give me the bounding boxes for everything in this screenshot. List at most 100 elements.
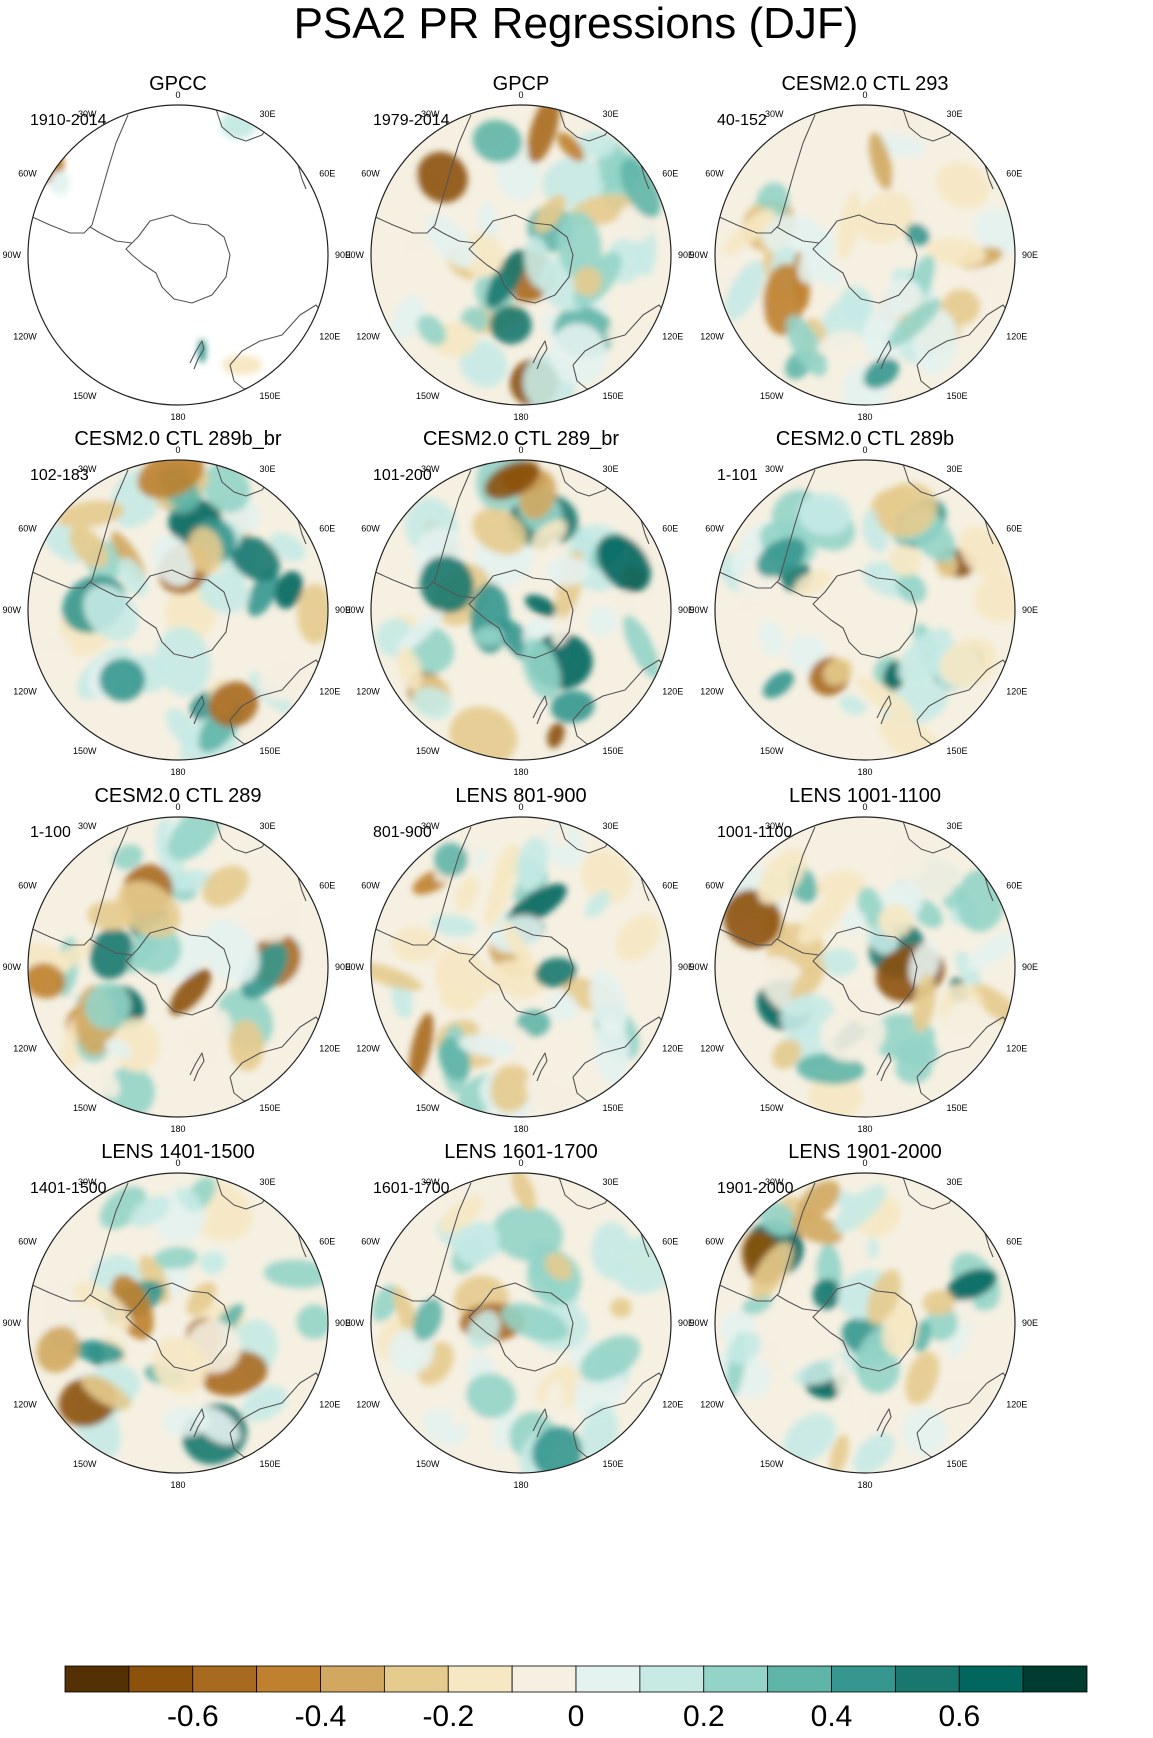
period-label: 1901-2000 bbox=[717, 1180, 794, 1197]
longitude-label: 180 bbox=[170, 1480, 185, 1490]
longitude-label: 60E bbox=[662, 524, 678, 534]
panel-title: CESM2.0 CTL 289 bbox=[94, 785, 261, 807]
longitude-label: 150W bbox=[760, 1103, 784, 1113]
longitude-label: 180 bbox=[857, 1480, 872, 1490]
period-label: 1401-1500 bbox=[30, 1180, 107, 1197]
longitude-label: 30W bbox=[421, 464, 440, 474]
map-panel: CESM2.0 CTL 289b_br 102-183 0 30E 60E 90E 120E… bbox=[2, 428, 351, 777]
map-panel: CESM2.0 CTL 289 1-100 0 30E 60E 90E 120E 150E 18… bbox=[2, 785, 351, 1134]
regression-field bbox=[715, 105, 1015, 405]
longitude-label: 60E bbox=[319, 524, 335, 534]
regression-field bbox=[28, 817, 328, 1117]
map-panel: GPCC 1910-2014 0 30E 60E 90E 120E 150E 180 150W 12… bbox=[2, 73, 351, 422]
map-border bbox=[370, 459, 672, 761]
longitude-label: 90E bbox=[335, 962, 351, 972]
longitude-label: 90W bbox=[345, 962, 364, 972]
longitude-label: 60E bbox=[319, 169, 335, 179]
longitude-label: 180 bbox=[513, 1124, 528, 1134]
longitude-label: 0 bbox=[862, 1158, 867, 1168]
longitude-label: 90E bbox=[1022, 1318, 1038, 1328]
colorbar-swatch bbox=[1022, 1665, 1088, 1693]
panel-title: LENS 801-900 bbox=[455, 785, 586, 807]
colorbar-tick-label: -0.4 bbox=[295, 1700, 347, 1733]
longitude-label: 60E bbox=[319, 881, 335, 891]
longitude-label: 150E bbox=[260, 391, 281, 401]
longitude-label: 60W bbox=[361, 169, 380, 179]
longitude-label: 120W bbox=[356, 1400, 380, 1410]
longitude-label: 30E bbox=[603, 821, 619, 831]
colorbar-swatch bbox=[383, 1665, 449, 1693]
longitude-label: 150E bbox=[260, 1459, 281, 1469]
longitude-label: 180 bbox=[857, 1124, 872, 1134]
map-border bbox=[370, 816, 672, 1118]
map-panel: LENS 1001-1100 1001-1100 0 30E 60E 90E 120E 150… bbox=[689, 785, 1038, 1134]
map-panel: CESM2.0 CTL 289b 1-101 0 30E 60E 90E 120E 150E 1… bbox=[689, 428, 1038, 777]
longitude-label: 180 bbox=[170, 1124, 185, 1134]
longitude-label: 150W bbox=[416, 1459, 440, 1469]
colorbar-swatch bbox=[128, 1665, 194, 1693]
longitude-label: 150W bbox=[760, 746, 784, 756]
longitude-label: 90W bbox=[2, 605, 21, 615]
period-label: 40-152 bbox=[717, 112, 767, 129]
longitude-label: 90W bbox=[2, 1318, 21, 1328]
colorbar-tick-label: 0 bbox=[568, 1700, 585, 1733]
longitude-label: 120E bbox=[1006, 687, 1027, 697]
longitude-label: 120W bbox=[356, 332, 380, 342]
colorbar-swatch bbox=[639, 1665, 705, 1693]
longitude-label: 90E bbox=[335, 1318, 351, 1328]
panel-title: LENS 1601-1700 bbox=[444, 1141, 597, 1163]
period-label: 1979-2014 bbox=[373, 112, 450, 129]
longitude-label: 60E bbox=[662, 1237, 678, 1247]
longitude-label: 150E bbox=[603, 746, 624, 756]
map-panel: LENS 801-900 801-900 0 30E 60E 90E 120E 150E 180… bbox=[345, 785, 694, 1134]
longitude-label: 30W bbox=[765, 1177, 784, 1187]
longitude-label: 0 bbox=[862, 90, 867, 100]
longitude-label: 120W bbox=[700, 1044, 724, 1054]
map-border bbox=[27, 816, 329, 1118]
longitude-label: 120E bbox=[319, 1044, 340, 1054]
longitude-label: 150W bbox=[73, 746, 97, 756]
longitude-label: 30W bbox=[78, 109, 97, 119]
map-border bbox=[714, 1172, 1016, 1474]
longitude-label: 180 bbox=[513, 767, 528, 777]
longitude-label: 60E bbox=[1006, 169, 1022, 179]
longitude-label: 150E bbox=[947, 1103, 968, 1113]
longitude-label: 150W bbox=[416, 391, 440, 401]
colorbar-swatch bbox=[703, 1665, 769, 1693]
longitude-label: 180 bbox=[170, 767, 185, 777]
longitude-label: 90E bbox=[335, 605, 351, 615]
colorbar-swatch bbox=[192, 1665, 258, 1693]
map-panel: LENS 1901-2000 1901-2000 0 30E 60E 90E 120E 150… bbox=[689, 1141, 1038, 1490]
regression-field bbox=[715, 460, 1015, 760]
colorbar-tick-label: 0.6 bbox=[938, 1700, 980, 1733]
longitude-label: 30E bbox=[947, 464, 963, 474]
longitude-label: 120W bbox=[13, 1400, 37, 1410]
colorbar-swatch bbox=[64, 1665, 130, 1693]
regression-field bbox=[371, 460, 671, 760]
regression-field bbox=[715, 1173, 1015, 1473]
longitude-label: 30E bbox=[603, 464, 619, 474]
regression-field bbox=[371, 1173, 671, 1473]
longitude-label: 150E bbox=[947, 1459, 968, 1469]
longitude-label: 90W bbox=[689, 605, 708, 615]
longitude-label: 150E bbox=[603, 1103, 624, 1113]
longitude-label: 0 bbox=[518, 90, 523, 100]
longitude-label: 30E bbox=[260, 821, 276, 831]
longitude-label: 0 bbox=[175, 802, 180, 812]
longitude-label: 0 bbox=[175, 1158, 180, 1168]
longitude-label: 90W bbox=[345, 250, 364, 260]
longitude-label: 60W bbox=[705, 524, 724, 534]
longitude-label: 90W bbox=[689, 250, 708, 260]
longitude-label: 0 bbox=[862, 445, 867, 455]
longitude-label: 90W bbox=[2, 250, 21, 260]
panel-title: CESM2.0 CTL 289_br bbox=[423, 428, 619, 450]
longitude-label: 30E bbox=[947, 109, 963, 119]
longitude-label: 60W bbox=[18, 881, 37, 891]
longitude-label: 90E bbox=[1022, 605, 1038, 615]
colorbar-swatch bbox=[831, 1665, 896, 1693]
longitude-label: 90E bbox=[1022, 962, 1038, 972]
longitude-label: 120W bbox=[700, 1400, 724, 1410]
regression-field bbox=[28, 105, 328, 405]
longitude-label: 0 bbox=[518, 445, 523, 455]
longitude-label: 120E bbox=[1006, 332, 1027, 342]
